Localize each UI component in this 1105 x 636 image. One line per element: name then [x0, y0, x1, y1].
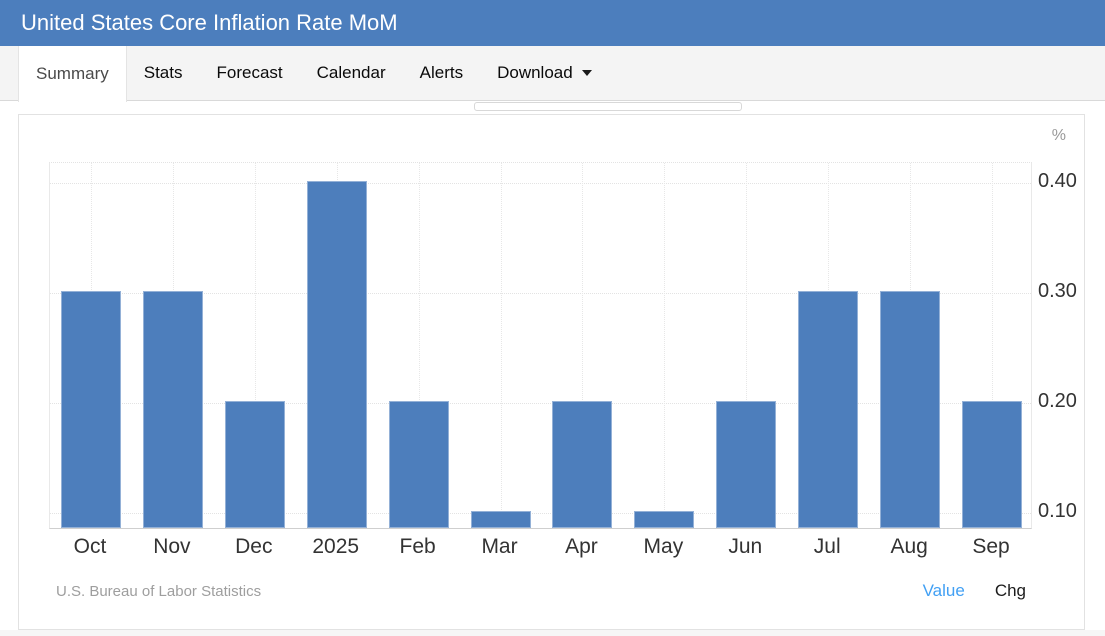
x-tick-oct: Oct — [73, 535, 107, 558]
plot-area — [49, 162, 1032, 529]
tab-alerts[interactable]: Alerts — [403, 46, 480, 100]
clipped-toolbar — [474, 102, 742, 111]
view-value-link[interactable]: Value — [922, 581, 965, 600]
bar-oct[interactable] — [60, 291, 121, 528]
gridline-x-sep — [992, 163, 994, 528]
content-area: % U.S. Bureau of Labor Statistics Value C… — [0, 101, 1105, 636]
bar-nov[interactable] — [142, 291, 203, 528]
x-tick-apr: Apr — [565, 535, 598, 558]
tab-label: Stats — [143, 63, 183, 82]
gridline-y-0.10 — [50, 513, 1031, 515]
x-tick-mar: Mar — [481, 535, 518, 558]
x-tick-dec: Dec — [235, 535, 273, 558]
x-tick-sep: Sep — [972, 535, 1010, 558]
gridline-x-apr — [582, 163, 584, 528]
gridline-y-0.30 — [50, 293, 1031, 295]
tab-forecast[interactable]: Forecast — [199, 46, 299, 100]
view-toggle: Value Chg — [923, 581, 1026, 601]
tab-label: Summary — [36, 64, 109, 83]
gridline-x-jun — [746, 163, 748, 528]
page-bottom-strip — [0, 630, 1105, 636]
y-axis-unit-label: % — [1051, 127, 1066, 144]
caret-down-icon — [581, 70, 592, 76]
gridline-y-0.40 — [50, 182, 1031, 184]
view-chg-link[interactable]: Chg — [994, 581, 1026, 600]
bar-sep[interactable] — [962, 401, 1023, 528]
y-tick-0.30: 0.30 — [1038, 280, 1077, 303]
x-tick-aug: Aug — [890, 535, 928, 558]
x-tick-may: May — [643, 535, 684, 558]
bar-jul[interactable] — [798, 291, 859, 528]
tab-label: Alerts — [419, 63, 464, 82]
y-tick-0.20: 0.20 — [1038, 390, 1077, 413]
x-tick-feb: Feb — [399, 535, 436, 558]
gridline-x-may — [664, 163, 666, 528]
tab-label: Calendar — [316, 63, 386, 82]
gridline-x-feb — [418, 163, 420, 528]
tab-summary[interactable]: Summary — [18, 46, 127, 102]
page-title: United States Core Inflation Rate MoM — [21, 10, 398, 35]
tab-bar: Summary Stats Forecast Calendar Alerts Downlo… — [0, 46, 1105, 102]
bar-jun[interactable] — [716, 401, 777, 528]
bar-mar[interactable] — [470, 511, 531, 528]
bar-2025[interactable] — [306, 180, 367, 528]
tab-calendar[interactable]: Calendar — [300, 46, 403, 100]
bar-dec[interactable] — [224, 401, 285, 528]
source-label: U.S. Bureau of Labor Statistics — [56, 583, 262, 600]
x-tick-jul: Jul — [813, 535, 841, 558]
tab-download[interactable]: Download — [480, 46, 609, 100]
bar-feb[interactable] — [388, 401, 449, 528]
x-tick-2025: 2025 — [312, 535, 360, 558]
gridline-x-mar — [500, 163, 502, 528]
chart-card: % U.S. Bureau of Labor Statistics Value C… — [18, 114, 1085, 630]
gridline-x-dec — [254, 163, 256, 528]
gridline-y-0.20 — [50, 403, 1031, 405]
page-header: United States Core Inflation Rate MoM — [0, 0, 1105, 46]
x-tick-jun: Jun — [728, 535, 763, 558]
x-tick-nov: Nov — [153, 535, 191, 558]
bar-aug[interactable] — [880, 291, 941, 528]
bar-may[interactable] — [634, 511, 695, 528]
tab-stats[interactable]: Stats — [127, 46, 200, 100]
y-tick-0.40: 0.40 — [1038, 169, 1077, 192]
bar-apr[interactable] — [552, 401, 613, 528]
tab-label: Download — [497, 63, 573, 82]
y-tick-0.10: 0.10 — [1038, 500, 1077, 523]
tab-label: Forecast — [216, 63, 283, 82]
